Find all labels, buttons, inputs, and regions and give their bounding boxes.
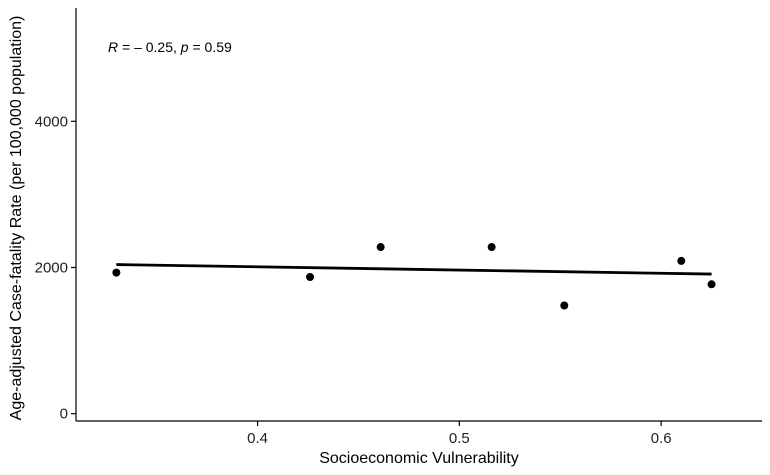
x-tick-label: 0.6	[651, 430, 672, 447]
regression-line	[116, 263, 712, 276]
fit-layer	[116, 263, 712, 276]
y-tick-label: 4000	[35, 113, 68, 130]
p-symbol: p	[180, 39, 189, 55]
data-point	[487, 243, 496, 252]
y-tick-label: 2000	[35, 259, 68, 276]
x-axis-title: Socioeconomic Vulnerability	[319, 450, 519, 467]
data-point	[707, 280, 716, 289]
points-layer	[112, 243, 716, 310]
y-tick-label: 0	[60, 406, 68, 423]
y-axis-title: Age-adjusted Case-fatality Rate (per 100…	[8, 16, 25, 421]
data-point	[376, 243, 385, 252]
r-value: = – 0.25,	[118, 39, 181, 55]
y-axis: 0 2000 4000	[35, 8, 77, 423]
data-point	[677, 256, 686, 265]
data-point	[306, 272, 315, 281]
p-value: = 0.59	[189, 39, 232, 55]
data-point	[112, 268, 121, 277]
stat-annotation: R = – 0.25, p = 0.59	[108, 39, 232, 55]
x-tick-label: 0.4	[247, 430, 268, 447]
r-symbol: R	[108, 39, 118, 55]
x-tick-label: 0.5	[449, 430, 470, 447]
x-axis: 0.4 0.5 0.6	[76, 420, 762, 447]
data-point	[560, 301, 569, 310]
